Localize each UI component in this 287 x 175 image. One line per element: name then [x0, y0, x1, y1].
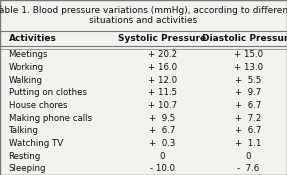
Text: + 16.0: + 16.0	[148, 63, 177, 72]
Text: Diastolic Pressure: Diastolic Pressure	[202, 34, 287, 43]
Text: +  9.5: + 9.5	[149, 114, 175, 123]
Text: House chores: House chores	[9, 101, 67, 110]
Text: + 20.2: + 20.2	[148, 50, 177, 60]
Text: +  6.7: + 6.7	[149, 126, 175, 135]
Text: -  7.6: - 7.6	[237, 164, 259, 173]
Text: Table 1. Blood pressure variations (mmHg), according to different: Table 1. Blood pressure variations (mmHg…	[0, 6, 287, 15]
Text: +  6.7: + 6.7	[235, 126, 261, 135]
Text: Walking: Walking	[9, 76, 42, 85]
Text: Activities: Activities	[9, 34, 57, 43]
Text: + 12.0: + 12.0	[148, 76, 177, 85]
Text: + 13.0: + 13.0	[234, 63, 263, 72]
Text: + 11.5: + 11.5	[148, 88, 177, 97]
Text: - 10.0: - 10.0	[150, 164, 175, 173]
Text: situations and activities: situations and activities	[89, 16, 198, 25]
Text: + 15.0: + 15.0	[234, 50, 263, 60]
Text: 0: 0	[245, 152, 251, 160]
Text: Working: Working	[9, 63, 44, 72]
Text: Watching TV: Watching TV	[9, 139, 63, 148]
Text: +  0.3: + 0.3	[149, 139, 175, 148]
Text: +  5.5: + 5.5	[235, 76, 261, 85]
Text: + 10.7: + 10.7	[148, 101, 177, 110]
Text: Meetings: Meetings	[9, 50, 48, 60]
Text: +  9.7: + 9.7	[235, 88, 261, 97]
Text: 0: 0	[159, 152, 165, 160]
Text: Making phone calls: Making phone calls	[9, 114, 92, 123]
Text: Putting on clothes: Putting on clothes	[9, 88, 87, 97]
Text: Sleeping: Sleeping	[9, 164, 46, 173]
Text: +  6.7: + 6.7	[235, 101, 261, 110]
Text: Talking: Talking	[9, 126, 38, 135]
Text: +  1.1: + 1.1	[235, 139, 261, 148]
Text: +  7.2: + 7.2	[235, 114, 261, 123]
Text: Systolic Pressure: Systolic Pressure	[118, 34, 206, 43]
Text: Resting: Resting	[9, 152, 41, 160]
